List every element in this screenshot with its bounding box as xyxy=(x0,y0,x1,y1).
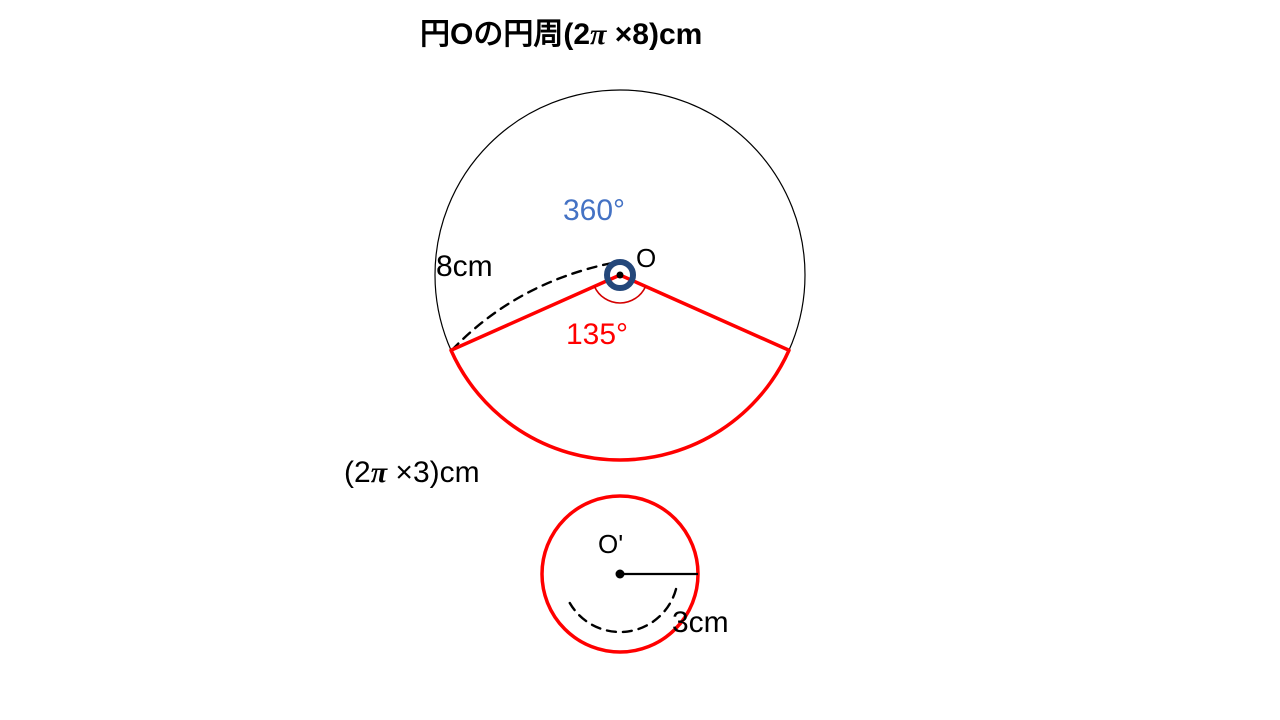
geometry-svg xyxy=(0,0,1280,720)
center-oprime-label: O' xyxy=(598,530,623,559)
radius-3cm-label: 3cm xyxy=(672,606,729,639)
angle-135-label: 135° xyxy=(566,318,628,351)
small-dashed-arc xyxy=(570,589,676,632)
radius-8cm-label: 8cm xyxy=(436,250,493,283)
angle-360-label: 360° xyxy=(563,194,625,227)
arc-length-label: (2π ×3)cm xyxy=(344,456,480,489)
center-o-dot xyxy=(617,272,624,279)
title-label: 円Oの円周(2π ×8)cm xyxy=(420,18,702,51)
center-o-label: O xyxy=(636,244,656,273)
